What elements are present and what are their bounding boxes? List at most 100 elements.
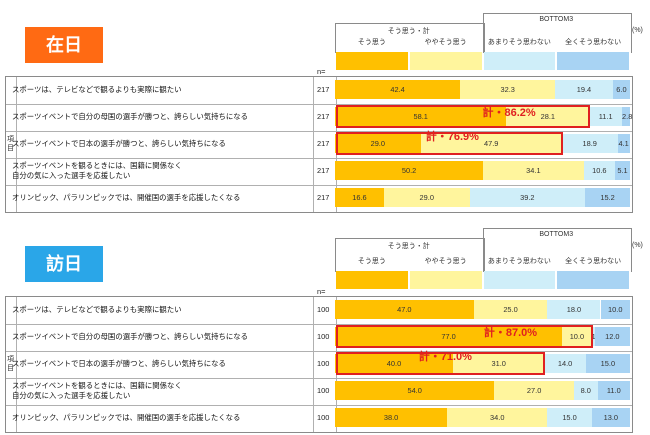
bar-segment-1: 42.4 bbox=[335, 80, 461, 99]
row-label: オリンピック、パラリンピックでは、開催国の選手を応援したくなる bbox=[12, 413, 240, 423]
bar-data-label: 2.8 bbox=[622, 112, 633, 121]
bar-data-label: 13.0 bbox=[603, 413, 618, 422]
row-n-value: 217 bbox=[317, 112, 330, 121]
group-bottom3-label: BOTTOM3 bbox=[539, 231, 574, 238]
legend-label-2: ややそう思う bbox=[424, 258, 467, 265]
column-divider bbox=[313, 77, 314, 212]
row-n-value: 217 bbox=[317, 193, 330, 202]
legend-swatch-3 bbox=[483, 271, 556, 289]
bar-data-label: 18.0 bbox=[566, 305, 582, 314]
legend-label-1: そう思う bbox=[357, 39, 386, 46]
bar-segment-4: 11.0 bbox=[597, 381, 630, 400]
callout-total-label: 計・87.0% bbox=[483, 327, 538, 339]
row-divider bbox=[6, 324, 632, 325]
callout-total-label: 計・76.9% bbox=[425, 131, 479, 143]
bar-data-label: 39.2 bbox=[520, 193, 535, 202]
bar-segment-4: 10.0 bbox=[600, 300, 630, 319]
group-bottom3-box bbox=[482, 228, 632, 272]
row-label: スポーツイベントで自分の母国の選手が勝つと、誇らしい気持ちになる bbox=[12, 112, 248, 122]
row-label-line: スポーツイベントを観るときには、国籍に関係なく bbox=[12, 380, 182, 390]
bar-segment-3: 18.0 bbox=[547, 300, 601, 319]
bar-segment-3: 18.9 bbox=[561, 134, 618, 153]
legend-label-3: あまりそう思わない bbox=[487, 258, 551, 265]
bar-segment-4: 15.2 bbox=[585, 188, 630, 207]
bar-segment-4: 15.0 bbox=[585, 354, 630, 373]
bar-data-label: 18.9 bbox=[582, 139, 597, 148]
bar-data-label: 28.1 bbox=[540, 112, 556, 121]
bar-data-label: 58.1 bbox=[413, 112, 428, 121]
bar-segment-2: 27.0 bbox=[494, 381, 574, 400]
bar-data-label: 16.6 bbox=[352, 193, 367, 202]
percent-unit-label: (%) bbox=[632, 242, 643, 249]
bar-segment-3: 19.4 bbox=[555, 80, 613, 99]
legend-label-3: あまりそう思わない bbox=[487, 39, 551, 46]
group-top2-label: そう思う・計 bbox=[387, 243, 430, 250]
bar-segment-2: 34.0 bbox=[447, 408, 548, 427]
bar-segment-1: 77.0 bbox=[335, 327, 563, 346]
legend-swatch-1 bbox=[336, 271, 408, 289]
bar-data-label: 6.0 bbox=[616, 85, 627, 94]
row-divider bbox=[6, 158, 632, 159]
bar-data-label: 54.0 bbox=[407, 386, 422, 395]
group-top2-box bbox=[335, 23, 485, 53]
bar-data-label: 42.4 bbox=[390, 85, 405, 94]
row-label-line: オリンピック、パラリンピックでは、開催国の選手を応援したくなる bbox=[12, 412, 241, 422]
row-label-line: スポーツは、テレビなどで観るよりも実際に観たい bbox=[12, 84, 182, 94]
row-label-line: スポーツイベントで自分の母国の選手が勝つと、誇らしい気持ちになる bbox=[12, 331, 249, 341]
bar-segment-1: 16.6 bbox=[335, 188, 384, 207]
row-divider bbox=[6, 405, 632, 406]
legend-swatch-4 bbox=[557, 52, 629, 70]
bar-segment-1: 58.1 bbox=[335, 107, 507, 126]
bar-data-label: 25.0 bbox=[503, 305, 518, 314]
row-divider bbox=[6, 131, 632, 132]
bar-data-label: 5.1 bbox=[617, 166, 628, 175]
group-top2-box bbox=[335, 238, 485, 272]
bar-segment-2: 31.0 bbox=[453, 354, 545, 373]
row-label-line: 自分の気に入った選手を応援したい bbox=[12, 390, 131, 400]
percent-unit-label: (%) bbox=[632, 27, 643, 34]
bar-segment-3: 39.2 bbox=[469, 188, 586, 207]
callout-total-label: 計・71.0% bbox=[418, 351, 472, 363]
bar-segment-2: 10.0 bbox=[562, 327, 592, 346]
bar-data-label: 15.0 bbox=[562, 413, 577, 422]
bar-data-label: 34.0 bbox=[490, 413, 505, 422]
bar-segment-3: 15.0 bbox=[547, 408, 592, 427]
bar-segment-2: 25.0 bbox=[473, 300, 548, 319]
row-label: スポーツイベントを観るときには、国籍に関係なく 自分の気に入った選手を応援したい bbox=[12, 381, 182, 401]
group-bottom3-box bbox=[482, 13, 632, 53]
bar-segment-1: 38.0 bbox=[335, 408, 448, 427]
row-label: スポーツは、テレビなどで観るよりも実際に観たい bbox=[12, 305, 182, 315]
bar-data-label: 15.2 bbox=[600, 193, 615, 202]
bar-segment-4: 12.0 bbox=[594, 327, 630, 346]
bar-segment-1: 29.0 bbox=[335, 134, 421, 153]
row-label: スポーツイベントで自分の母国の選手が勝つと、誇らしい気持ちになる bbox=[12, 332, 248, 342]
bar-data-label: 27.0 bbox=[526, 386, 542, 395]
n-header-label: n= bbox=[317, 287, 326, 296]
bar-data-label: 14.0 bbox=[557, 359, 573, 368]
row-label: スポーツイベントを観るときには、国籍に関係なく 自分の気に入った選手を応援したい bbox=[12, 161, 182, 181]
row-label-line: スポーツイベントで日本の選手が勝つと、誇らしい気持ちになる bbox=[12, 358, 226, 368]
bar-data-label: 19.4 bbox=[576, 85, 592, 94]
callout-box bbox=[336, 325, 593, 348]
bar-data-label: 10.6 bbox=[592, 166, 607, 175]
column-divider bbox=[16, 297, 17, 432]
row-divider bbox=[6, 378, 632, 379]
bar-data-label: 29.0 bbox=[419, 193, 434, 202]
legend-swatch-2 bbox=[409, 52, 482, 70]
bar-data-label: 50.2 bbox=[401, 166, 417, 175]
bar-segment-1: 50.2 bbox=[335, 161, 484, 180]
bar-segment-1: 54.0 bbox=[335, 381, 495, 400]
row-label: オリンピック、パラリンピックでは、開催国の選手を応援したくなる bbox=[12, 193, 240, 203]
legend-swatch-2 bbox=[409, 271, 482, 289]
callout-box bbox=[336, 105, 591, 128]
bar-data-label: 34.1 bbox=[526, 166, 541, 175]
bar-segment-2: 47.9 bbox=[420, 134, 562, 153]
row-label-line: オリンピック、パラリンピックでは、開催国の選手を応援したくなる bbox=[12, 192, 241, 202]
legend-swatch-1 bbox=[336, 52, 408, 70]
bar-data-label: 47.0 bbox=[397, 305, 412, 314]
bar-data-label: 47.9 bbox=[484, 139, 499, 148]
row-divider bbox=[6, 185, 632, 186]
row-label-line: スポーツイベントで自分の母国の選手が勝つと、誇らしい気持ちになる bbox=[12, 111, 249, 121]
